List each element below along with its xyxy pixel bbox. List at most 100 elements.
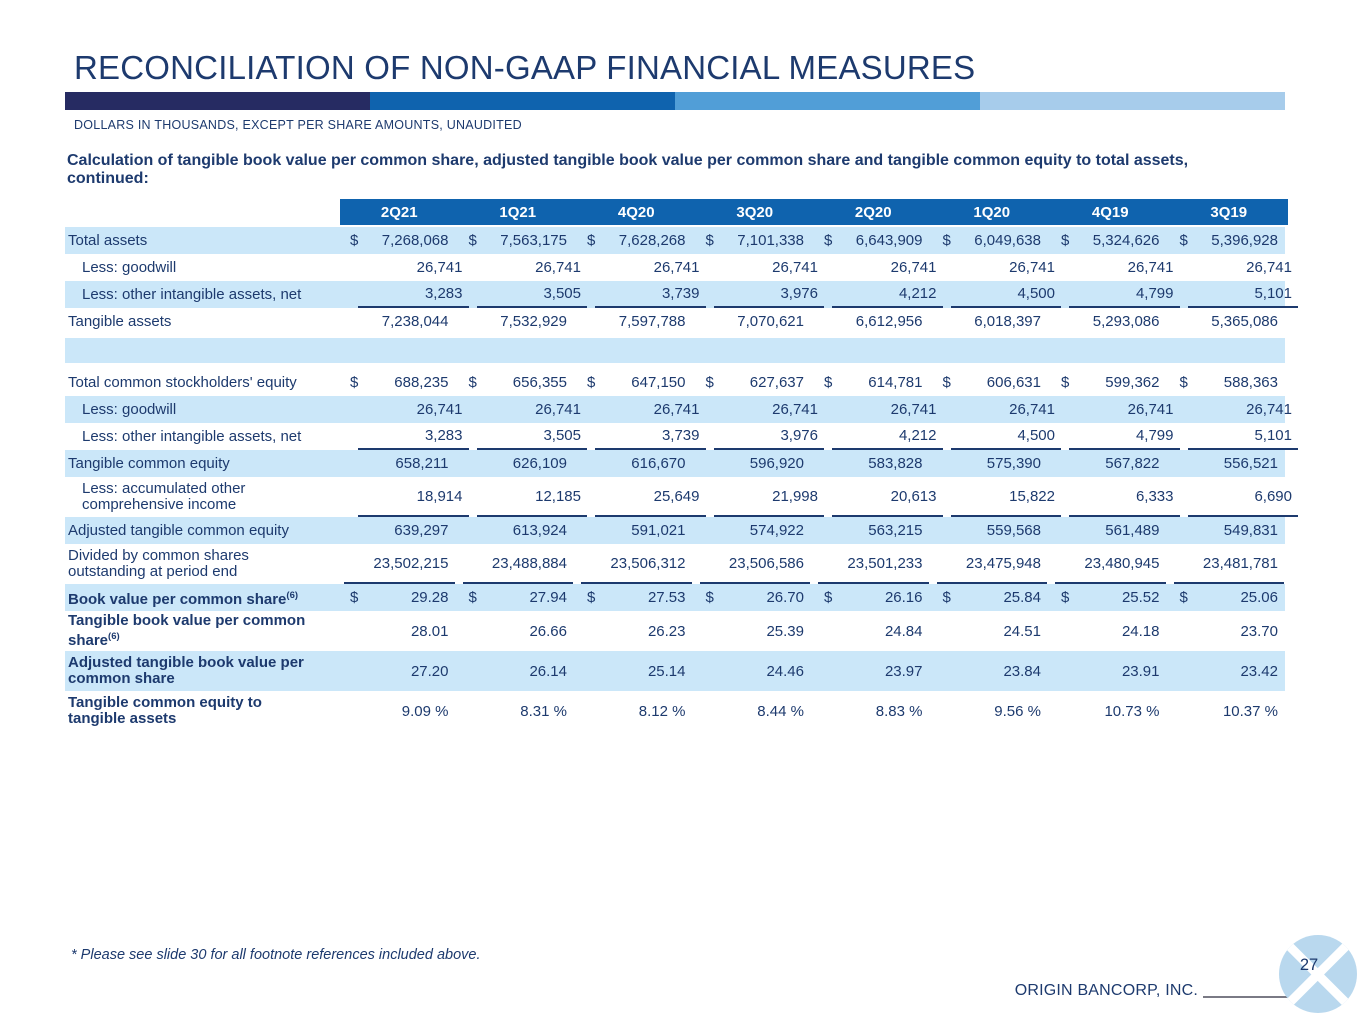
value-text: 23,501,233 xyxy=(847,554,923,572)
value-text: 7,070,621 xyxy=(737,313,804,330)
table-row: Less: goodwill 26,741 26,741 26,741 26,741 26… xyxy=(65,254,1292,281)
value-text: 26,741 xyxy=(1127,259,1174,276)
value-cell: 23,506,586 xyxy=(696,544,815,584)
value-cell: 3,505 xyxy=(473,423,592,450)
value-text: 26.70 xyxy=(766,589,804,606)
dollar-sign: $ xyxy=(824,589,833,606)
footer-company-name: ORIGIN BANCORP, INC. xyxy=(1014,982,1198,999)
table-row: Total assets $7,268,068 $7,563,175 $7,628,2… xyxy=(65,227,1285,254)
value-cell: 26,741 xyxy=(828,396,947,423)
value-text: 561,489 xyxy=(1105,522,1160,539)
dollar-sign: $ xyxy=(468,589,477,606)
value-cell: 26,741 xyxy=(1065,254,1184,281)
value-cell: 21,998 xyxy=(710,477,829,517)
value-text: 27.53 xyxy=(647,589,686,606)
value-cell: 26,741 xyxy=(710,254,829,281)
value-cell: 7,070,621 xyxy=(696,308,815,335)
value-text: 3,739 xyxy=(661,427,700,444)
value-text: 599,362 xyxy=(1105,374,1160,391)
value-cell: 3,739 xyxy=(591,281,710,308)
table-row: Divided by common shares outstanding at p… xyxy=(65,544,1285,584)
value-cell: 26.23 xyxy=(577,611,696,651)
table-header-row: 2Q21 1Q21 4Q20 3Q20 2Q20 1Q20 4Q19 3Q19 xyxy=(65,199,1288,225)
value-text: 23,475,948 xyxy=(965,554,1041,572)
value-text: 639,297 xyxy=(394,522,449,539)
footnote: * Please see slide 30 for all footnote r… xyxy=(71,947,481,963)
value-text: 556,521 xyxy=(1223,455,1278,472)
value-text: 7,101,338 xyxy=(737,232,804,249)
value-cell: 26,741 xyxy=(1065,396,1184,423)
dollar-sign: $ xyxy=(350,589,359,606)
dollar-sign: $ xyxy=(1061,232,1070,249)
dollar-sign: $ xyxy=(705,374,714,391)
value-text: 15,822 xyxy=(1009,487,1055,505)
table-row: Total common stockholders' equity $688,23… xyxy=(65,369,1285,396)
value-text: 627,637 xyxy=(749,374,804,391)
row-label: Tangible common equity xyxy=(68,454,230,472)
dollar-sign: $ xyxy=(1179,374,1188,391)
row-label: Less: accumulated other comprehensive inc… xyxy=(82,480,246,513)
value-cell: 8.44 % xyxy=(696,691,815,731)
value-text: 24.84 xyxy=(884,622,923,640)
value-text: 26.66 xyxy=(529,622,567,640)
value-text: 6,643,909 xyxy=(855,232,923,249)
value-text: 27.94 xyxy=(529,589,567,606)
value-cell: 10.73 % xyxy=(1051,691,1170,731)
value-text: 7,268,068 xyxy=(381,232,449,249)
value-cell: 7,532,929 xyxy=(459,308,578,335)
value-cell: 10.37 % xyxy=(1170,691,1289,731)
value-text: 4,799 xyxy=(1135,285,1174,302)
value-text: 10.37 % xyxy=(1222,702,1278,720)
value-cell: $7,628,268 xyxy=(577,227,696,254)
dollar-sign: $ xyxy=(350,374,359,391)
value-cell: 3,505 xyxy=(473,281,592,308)
units-note: DOLLARS IN THOUSANDS, EXCEPT PER SHARE A… xyxy=(74,118,522,132)
value-cell: 7,597,788 xyxy=(577,308,696,335)
value-text: 6,612,956 xyxy=(855,313,923,330)
value-cell: 9.56 % xyxy=(933,691,1052,731)
value-text: 588,363 xyxy=(1223,374,1278,391)
value-cell: 26,741 xyxy=(354,254,473,281)
value-cell: $656,355 xyxy=(459,369,578,396)
row-label: Less: goodwill xyxy=(82,258,177,276)
value-text: 23,502,215 xyxy=(373,554,449,572)
value-text: 26,741 xyxy=(772,401,818,418)
value-text: 26,741 xyxy=(653,401,700,418)
accent-bar-segment-1 xyxy=(65,92,370,110)
value-text: 26,741 xyxy=(1246,401,1292,418)
value-text: 6,333 xyxy=(1135,487,1174,505)
value-cell: 23,501,233 xyxy=(814,544,933,584)
value-cell: 4,500 xyxy=(947,423,1066,450)
value-cell: 24.51 xyxy=(933,611,1052,651)
section-heading-line1: Calculation of tangible book value per c… xyxy=(67,152,1189,169)
value-text: 24.46 xyxy=(766,662,804,680)
value-cell: $5,396,928 xyxy=(1170,227,1289,254)
value-cell: 4,212 xyxy=(828,281,947,308)
table-row: Less: goodwill 26,741 26,741 26,741 26,741 26… xyxy=(65,396,1292,423)
section-heading-line2: continued: xyxy=(67,170,149,187)
value-text: 26,741 xyxy=(772,259,818,276)
value-text: 614,781 xyxy=(868,374,923,391)
column-header: 4Q20 xyxy=(577,199,696,225)
value-text: 26,741 xyxy=(890,259,937,276)
value-cell: 23.42 xyxy=(1170,651,1289,691)
value-text: 606,631 xyxy=(986,374,1041,391)
dollar-sign: $ xyxy=(824,232,833,249)
value-cell: 6,612,956 xyxy=(814,308,933,335)
value-text: 26,741 xyxy=(1246,259,1292,276)
value-cell: 23,480,945 xyxy=(1051,544,1170,584)
value-cell: 559,568 xyxy=(933,517,1052,544)
table-row: Tangible common equity 658,211 626,109 616,… xyxy=(65,450,1285,477)
value-cell: 567,822 xyxy=(1051,450,1170,477)
value-text: 29.28 xyxy=(410,589,449,606)
value-text: 596,920 xyxy=(749,455,804,472)
value-text: 26,741 xyxy=(535,401,581,418)
value-text: 563,215 xyxy=(868,522,923,539)
value-cell: $6,643,909 xyxy=(814,227,933,254)
value-text: 7,532,929 xyxy=(500,313,567,330)
dollar-sign: $ xyxy=(705,589,714,606)
column-header: 2Q21 xyxy=(340,199,459,225)
value-cell: 26,741 xyxy=(591,396,710,423)
value-cell: 616,670 xyxy=(577,450,696,477)
